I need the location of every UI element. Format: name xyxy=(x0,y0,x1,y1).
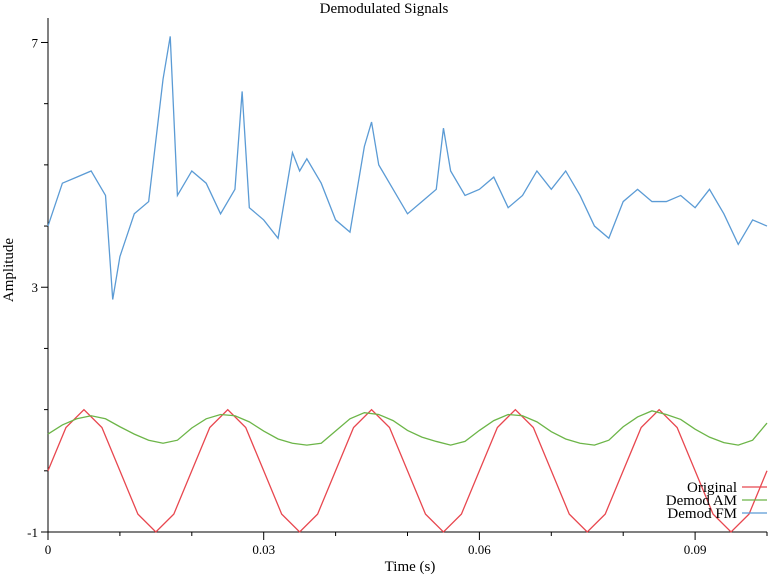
legend-label-demod-am: Demod AM xyxy=(666,493,737,509)
x-ticks: 0 0.03 0.06 0.09 xyxy=(45,532,768,557)
y-axis-title: Amplitude xyxy=(1,238,17,303)
y-tick-label: -1 xyxy=(27,525,38,540)
y-tick-label: 7 xyxy=(32,35,39,50)
y-ticks: -1 3 7 xyxy=(27,35,48,540)
legend-entry-original: Original xyxy=(687,480,767,496)
series-line-demod-fm xyxy=(47,36,768,300)
legend-label-original: Original xyxy=(687,480,737,496)
legend-label-demod-fm: Demod FM xyxy=(667,506,737,522)
series-line-demod-am xyxy=(47,410,768,446)
y-tick-label: 3 xyxy=(32,280,39,295)
x-axis-title: Time (s) xyxy=(385,559,436,575)
x-tick-label: 0 xyxy=(45,542,52,557)
axes xyxy=(47,18,767,533)
legend: Original Demod AM Demod FM xyxy=(666,480,767,522)
x-tick-label: 0.06 xyxy=(468,542,491,557)
legend-entry-demod-fm: Demod FM xyxy=(667,506,767,522)
x-tick-label: 0.09 xyxy=(684,542,707,557)
x-tick-label: 0.03 xyxy=(252,542,275,557)
legend-entry-demod-am: Demod AM xyxy=(666,493,767,509)
series-line-original xyxy=(47,408,768,533)
chart-title: Demodulated Signals xyxy=(320,1,449,17)
plot-series xyxy=(47,36,768,533)
